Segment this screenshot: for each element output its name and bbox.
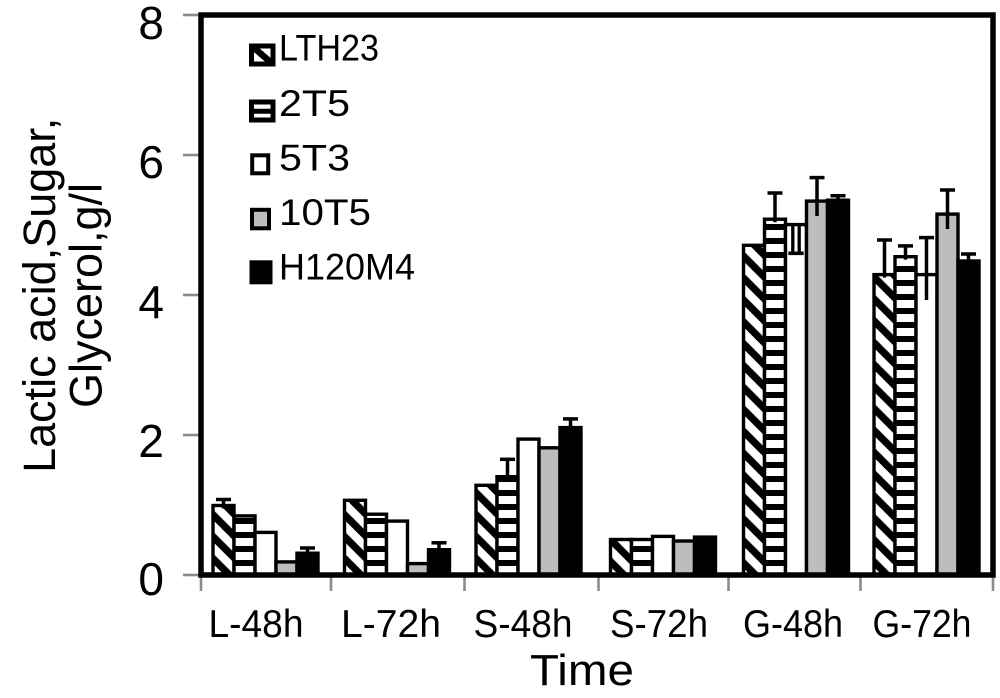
svg-text:5T3: 5T3 xyxy=(279,138,350,179)
svg-text:2: 2 xyxy=(138,415,164,467)
svg-text:H120M4: H120M4 xyxy=(279,247,415,288)
svg-text:10T5: 10T5 xyxy=(279,192,371,233)
svg-text:2T5: 2T5 xyxy=(279,83,350,124)
svg-text:4: 4 xyxy=(138,276,164,328)
svg-text:LTH23: LTH23 xyxy=(279,28,379,69)
svg-text:S-72h: S-72h xyxy=(610,603,708,646)
svg-text:0: 0 xyxy=(138,553,164,605)
svg-text:L-72h: L-72h xyxy=(341,603,441,646)
svg-text:Lactic acid,Sugar,: Lactic acid,Sugar, xyxy=(14,118,65,473)
svg-text:G-48h: G-48h xyxy=(743,603,843,646)
svg-text:S-48h: S-48h xyxy=(474,603,573,646)
svg-text:Glycerol,g/l: Glycerol,g/l xyxy=(61,183,112,408)
svg-text:L-48h: L-48h xyxy=(209,603,304,646)
svg-text:8: 8 xyxy=(138,0,164,49)
svg-text:6: 6 xyxy=(138,136,164,188)
svg-text:G-72h: G-72h xyxy=(873,603,972,646)
svg-text:Time: Time xyxy=(530,646,634,693)
